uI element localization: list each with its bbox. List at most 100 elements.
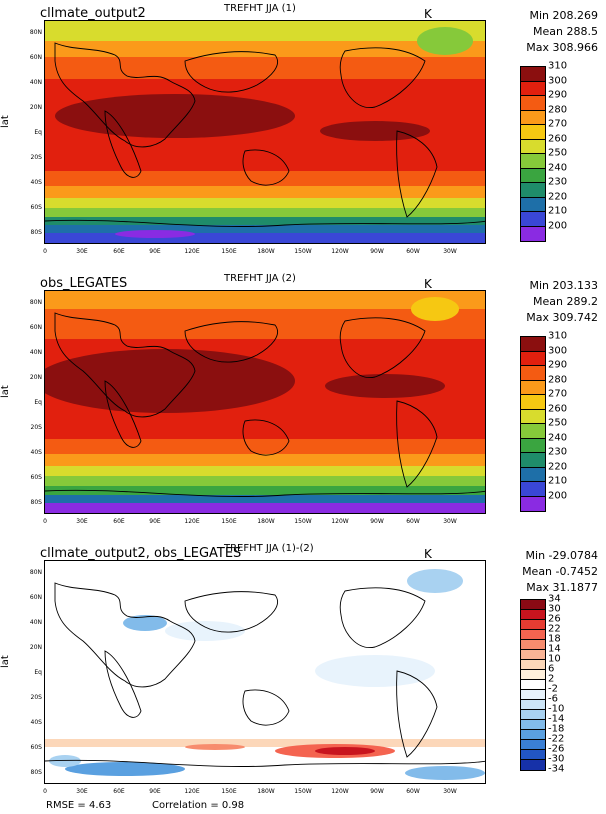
lon-tick: 120E — [184, 248, 200, 255]
colorbar-swatch — [521, 183, 545, 198]
colorbar-label: 10 — [548, 653, 561, 665]
colorbar-swatch — [521, 453, 545, 468]
lat-tick: 20N — [29, 104, 42, 111]
variable-title: TREFHT JJA (2) — [224, 273, 296, 284]
colorbar-label: -2 — [548, 683, 558, 695]
colorbar-label: 290 — [548, 89, 568, 101]
colorbar-swatch — [521, 740, 545, 750]
stat-max: Max 308.966 — [526, 41, 598, 54]
lon-tick: 120W — [331, 788, 349, 795]
colorbar-label: 220 — [548, 461, 568, 472]
stat-min: Min 203.133 — [529, 279, 598, 292]
lon-tick: 120W — [331, 518, 349, 525]
colorbar-swatch — [521, 81, 545, 96]
lon-tick: 180W — [257, 248, 275, 255]
colorbar-swatch — [521, 620, 545, 630]
temperature-map — [45, 291, 485, 513]
colorbar-label: -14 — [548, 713, 565, 725]
lon-tick: 60W — [406, 248, 420, 255]
lat-tick: 80N — [29, 569, 42, 576]
lat-tick: 60S — [30, 204, 42, 211]
units-label: K — [424, 7, 432, 21]
colorbar-label: 300 — [548, 345, 568, 356]
lat-tick: 20N — [29, 644, 42, 651]
colorbar-swatch — [521, 154, 545, 169]
colorbar-swatch — [521, 67, 545, 82]
colorbar-label: 210 — [548, 205, 568, 217]
colorbar-swatch — [521, 351, 545, 366]
temperature-map — [45, 21, 485, 243]
colorbar-swatch — [521, 409, 545, 424]
map-plot — [44, 560, 486, 784]
colorbar-swatch — [521, 467, 545, 482]
colorbar-label: 250 — [548, 417, 568, 429]
colorbar-label: 310 — [548, 60, 568, 72]
lon-tick: 30W — [443, 248, 457, 255]
colorbar-swatch — [521, 337, 545, 352]
colorbar-label: 200 — [548, 220, 568, 231]
lat-tick: 60S — [30, 474, 42, 481]
colorbar-swatch — [521, 720, 545, 730]
lon-tick: 30W — [443, 788, 457, 795]
lat-tick: 40N — [29, 349, 42, 356]
lat-tick: 20S — [30, 154, 42, 161]
stat-mean: Mean 288.5 — [533, 25, 598, 38]
stats-box: Min 203.133 Mean 289.2 Max 309.742 — [526, 278, 598, 326]
lat-tick: Eq — [34, 129, 42, 136]
variable-title: TREFHT JJA (1)-(2) — [224, 543, 314, 554]
colorbar — [520, 66, 546, 242]
colorbar — [520, 599, 546, 771]
lat-tick: 80N — [29, 29, 42, 36]
colorbar-label: -34 — [548, 763, 565, 775]
colorbar-label: -10 — [548, 703, 565, 715]
colorbar-swatch — [521, 424, 545, 439]
y-axis-label: lat — [0, 115, 11, 128]
stat-mean: Mean 289.2 — [533, 295, 598, 308]
colorbar-label: 270 — [548, 388, 568, 400]
units-label: K — [424, 547, 432, 561]
colorbar-label: 280 — [548, 374, 568, 385]
colorbar-swatch — [521, 610, 545, 620]
lon-tick: 0 — [43, 248, 47, 255]
colorbar-label: 290 — [548, 359, 568, 371]
colorbar-label: 240 — [548, 162, 568, 173]
correlation-label: Correlation = 0.98 — [152, 800, 245, 811]
stats-box: Min 208.269 Mean 288.5 Max 308.966 — [526, 8, 598, 56]
lat-tick: 80S — [30, 499, 42, 506]
y-axis-label: lat — [0, 385, 11, 398]
colorbar-swatch — [521, 226, 545, 241]
lat-tick: 20S — [30, 694, 42, 701]
colorbar-swatch — [521, 482, 545, 497]
case-name: obs_LEGATES — [40, 276, 128, 291]
lat-tick: 40S — [30, 719, 42, 726]
rmse-label: RMSE = 4.63 — [46, 800, 112, 811]
colorbar-label: 240 — [548, 432, 568, 443]
lat-tick: 20N — [29, 374, 42, 381]
colorbar-label: -30 — [548, 753, 565, 765]
lon-tick: 150W — [294, 788, 312, 795]
colorbar-swatch — [521, 750, 545, 760]
panel-model: cllmate_output2 TREFHT JJA (1) K Min 208… — [0, 0, 606, 270]
difference-map — [45, 561, 485, 783]
lon-tick: 60E — [113, 518, 125, 525]
colorbar-label: -18 — [548, 723, 565, 735]
colorbar-swatch — [521, 630, 545, 640]
lon-tick: 30E — [76, 248, 88, 255]
colorbar-label: 14 — [548, 643, 561, 655]
case-name: cllmate_output2, obs_LEGATES — [40, 546, 242, 561]
colorbar-swatch — [521, 690, 545, 700]
colorbar-label: 230 — [548, 446, 568, 458]
lon-tick: 120E — [184, 518, 200, 525]
lon-tick: 90E — [149, 248, 161, 255]
colorbar-label: 310 — [548, 330, 568, 342]
lon-tick: 90W — [370, 788, 384, 795]
lon-tick: 0 — [43, 518, 47, 525]
colorbar-label: 230 — [548, 176, 568, 188]
lat-tick: 40S — [30, 449, 42, 456]
colorbar-label: 280 — [548, 104, 568, 115]
lon-tick: 30W — [443, 518, 457, 525]
colorbar-swatch — [521, 660, 545, 670]
colorbar-swatch — [521, 600, 545, 610]
lat-tick: 60N — [29, 54, 42, 61]
colorbar — [520, 336, 546, 512]
